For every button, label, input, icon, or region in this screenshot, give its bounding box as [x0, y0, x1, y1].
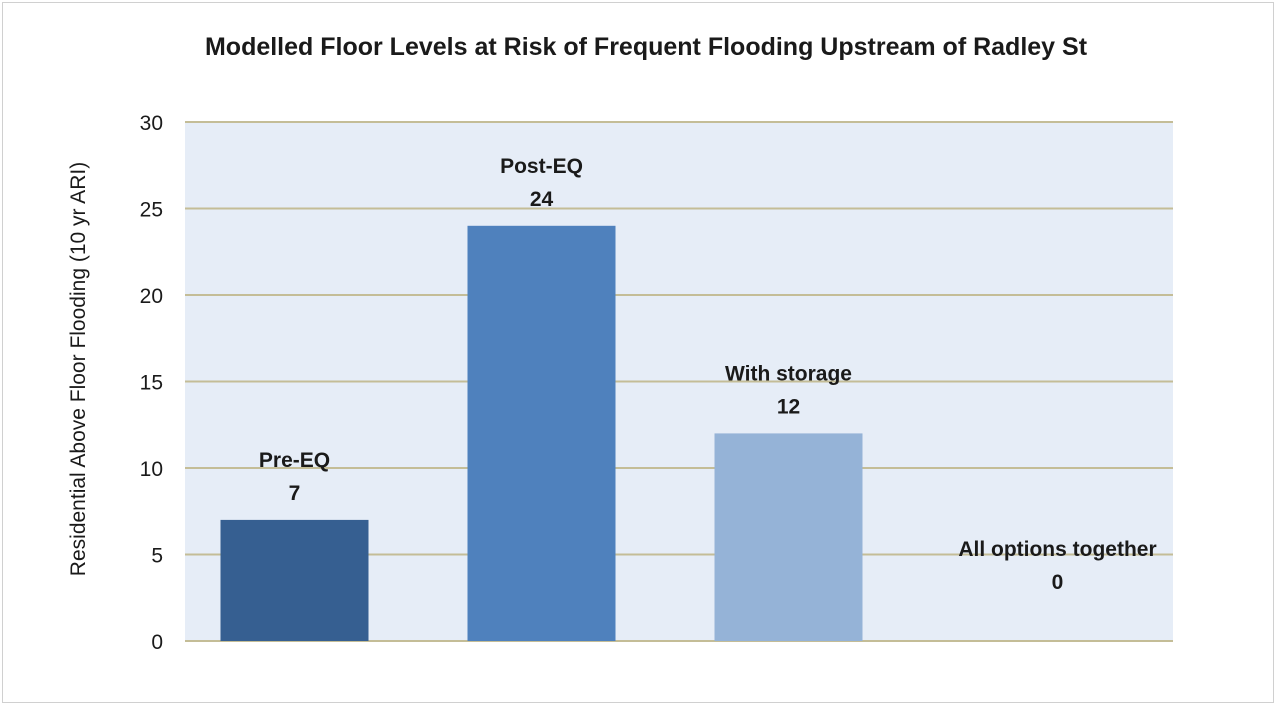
category-label: Pre-EQ: [259, 449, 330, 472]
y-tick-label: 15: [140, 372, 163, 395]
bar-pre-eq: [220, 519, 369, 641]
y-tick-label: 20: [140, 285, 163, 308]
y-tick-label: 5: [151, 545, 163, 568]
category-label: All options together: [958, 538, 1156, 561]
y-axis-label: Residential Above Floor Flooding (10 yr …: [67, 162, 90, 576]
y-tick-label: 0: [151, 631, 163, 654]
category-label: Post-EQ: [500, 155, 583, 178]
category-label: With storage: [725, 362, 852, 385]
y-tick-label: 25: [140, 199, 163, 222]
bar-with-storage: [714, 433, 863, 641]
bar-chart: Modelled Floor Levels at Risk of Frequen…: [67, 33, 1173, 654]
y-axis-ticks: 0 5 10 15 20 25 30: [140, 112, 163, 654]
data-labels: Pre-EQ 7 Post-EQ 24 With storage 12 All option…: [259, 155, 1157, 594]
y-tick-label: 10: [140, 458, 163, 481]
value-label: 0: [1052, 571, 1064, 594]
bars: [220, 225, 863, 642]
bar-post-eq: [467, 225, 616, 642]
value-label: 7: [289, 482, 301, 505]
value-label: 12: [777, 395, 800, 418]
y-tick-label: 30: [140, 112, 163, 135]
chart-title: Modelled Floor Levels at Risk of Frequen…: [205, 33, 1088, 61]
value-label: 24: [530, 188, 554, 211]
